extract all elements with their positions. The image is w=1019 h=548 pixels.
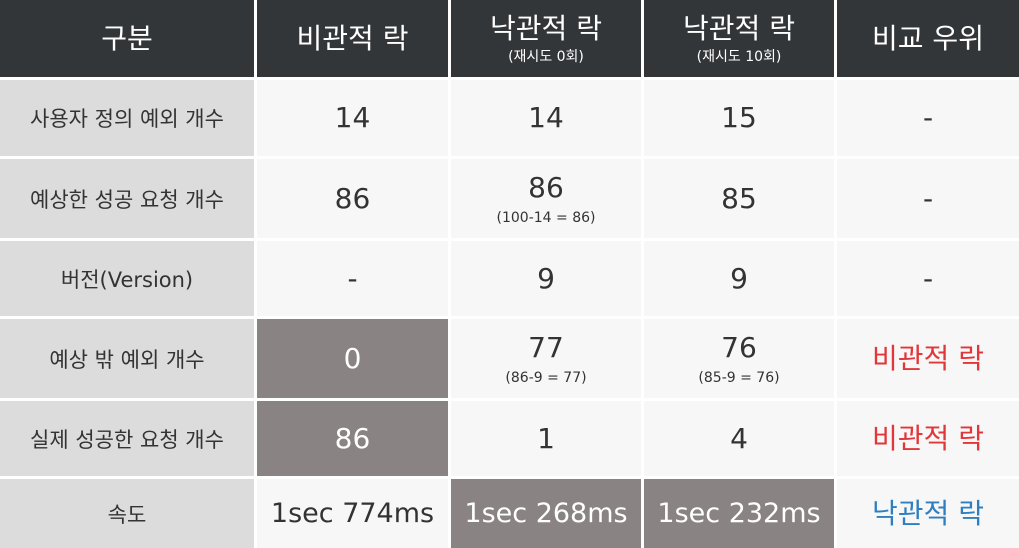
- optimistic-10-value: 85: [644, 159, 837, 241]
- value-text: 86: [334, 421, 371, 455]
- value-text: 15: [721, 101, 757, 134]
- header-optimistic-10-sub: (재시도 10회): [696, 48, 782, 65]
- row-label: 예상한 성공 요청 개수: [0, 159, 257, 241]
- header-optimistic-0: 낙관적 락 (재시도 0회): [451, 0, 644, 80]
- optimistic-0-value: 9: [451, 241, 644, 319]
- value-text: 1sec 268ms: [464, 497, 628, 529]
- value-text: -: [347, 261, 358, 295]
- winner-value: 비관적 락: [837, 401, 1019, 479]
- optimistic-0-value-highlight: 1sec 268ms: [451, 479, 644, 548]
- value-formula: (85-9 = 76): [698, 369, 780, 386]
- value-text: 14: [528, 101, 564, 134]
- value-text: 0: [343, 341, 362, 375]
- value-text: 76: [721, 330, 757, 364]
- header-optimistic-10: 낙관적 락 (재시도 10회): [644, 0, 837, 80]
- optimistic-10-value: 9: [644, 241, 837, 319]
- value-text: 1sec 774ms: [270, 497, 435, 529]
- optimistic-0-value: 86 (100-14 = 86): [451, 159, 644, 241]
- value-text: 9: [537, 261, 555, 295]
- value-text: 9: [730, 261, 748, 295]
- optimistic-0-value: 1: [451, 401, 644, 479]
- row-label: 예상 밖 예외 개수: [0, 319, 257, 401]
- header-winner-label: 비교 우위: [872, 21, 984, 55]
- winner-text: 비관적 락: [872, 341, 984, 375]
- value-text: 1: [537, 421, 555, 455]
- pessimistic-value-highlight: 0: [257, 319, 451, 401]
- row-label: 버전(Version): [0, 241, 257, 319]
- value-text: 86: [334, 181, 371, 215]
- optimistic-10-value: 76 (85-9 = 76): [644, 319, 837, 401]
- value-text: -: [922, 181, 934, 215]
- row-label: 사용자 정의 예외 개수: [0, 80, 257, 159]
- value-text: -: [922, 261, 934, 295]
- pessimistic-value: 14: [257, 80, 451, 159]
- value-text: 14: [334, 101, 371, 134]
- winner-value: -: [837, 80, 1019, 159]
- pessimistic-value: 1sec 774ms: [257, 479, 451, 548]
- header-winner: 비교 우위: [837, 0, 1019, 80]
- value-text: 4: [730, 421, 748, 455]
- optimistic-0-value: 77 (86-9 = 77): [451, 319, 644, 401]
- winner-value: -: [837, 241, 1019, 319]
- row-label: 실제 성공한 요청 개수: [0, 401, 257, 479]
- optimistic-0-value: 14: [451, 80, 644, 159]
- value-text: 86: [528, 170, 564, 204]
- header-pessimistic-label: 비관적 락: [296, 21, 409, 55]
- header-category: 구분: [0, 0, 257, 80]
- winner-value: 낙관적 락: [837, 479, 1019, 548]
- value-formula: (86-9 = 77): [505, 369, 587, 386]
- value-text: 85: [721, 181, 757, 215]
- header-category-label: 구분: [101, 21, 153, 55]
- winner-value: 비관적 락: [837, 319, 1019, 401]
- value-text: 77: [528, 330, 564, 364]
- header-optimistic-10-label: 낙관적 락: [683, 11, 795, 45]
- header-optimistic-0-label: 낙관적 락: [490, 11, 602, 45]
- row-label: 속도: [0, 479, 257, 548]
- optimistic-10-value: 4: [644, 401, 837, 479]
- optimistic-10-value: 15: [644, 80, 837, 159]
- winner-text: 낙관적 락: [872, 496, 984, 530]
- value-text: 1sec 232ms: [657, 497, 821, 529]
- optimistic-10-value-highlight: 1sec 232ms: [644, 479, 837, 548]
- pessimistic-value: -: [257, 241, 451, 319]
- header-pessimistic: 비관적 락: [257, 0, 451, 80]
- pessimistic-value-highlight: 86: [257, 401, 451, 479]
- winner-value: -: [837, 159, 1019, 241]
- value-formula: (100-14 = 86): [496, 209, 596, 226]
- header-optimistic-0-sub: (재시도 0회): [508, 48, 584, 65]
- pessimistic-value: 86: [257, 159, 451, 241]
- value-text: -: [922, 101, 934, 134]
- winner-text: 비관적 락: [872, 421, 984, 455]
